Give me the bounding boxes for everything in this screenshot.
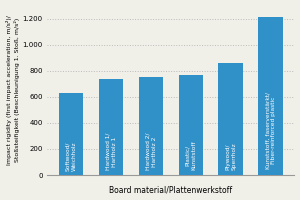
X-axis label: Board material/Plattenwerkstoff: Board material/Plattenwerkstoff <box>110 185 232 194</box>
Text: Hardwood 1/
Hartholz 1: Hardwood 1/ Hartholz 1 <box>105 133 117 170</box>
Text: Kunststoff, faserverstärkt/
Fiber-reinforced plastic: Kunststoff, faserverstärkt/ Fiber-reinfo… <box>265 92 276 169</box>
Text: Plywood/
Sperrholz: Plywood/ Sperrholz <box>225 142 236 170</box>
Text: Hardwood 2/
Hartholz 2: Hardwood 2/ Hartholz 2 <box>146 133 157 170</box>
Bar <box>139 77 164 175</box>
Bar <box>258 17 283 175</box>
Bar <box>178 75 203 175</box>
Bar <box>59 93 83 175</box>
Text: Softwood/
Weichholz: Softwood/ Weichholz <box>65 141 77 171</box>
Bar <box>99 79 123 175</box>
Y-axis label: Impact rigidity (first impact acceleration, m/s²)/
Stoßsteifigkeit (Beschleunigu: Impact rigidity (first impact accelerati… <box>6 15 20 165</box>
Text: Plastic/
Kunststoff: Plastic/ Kunststoff <box>185 141 197 170</box>
Bar <box>218 63 243 175</box>
